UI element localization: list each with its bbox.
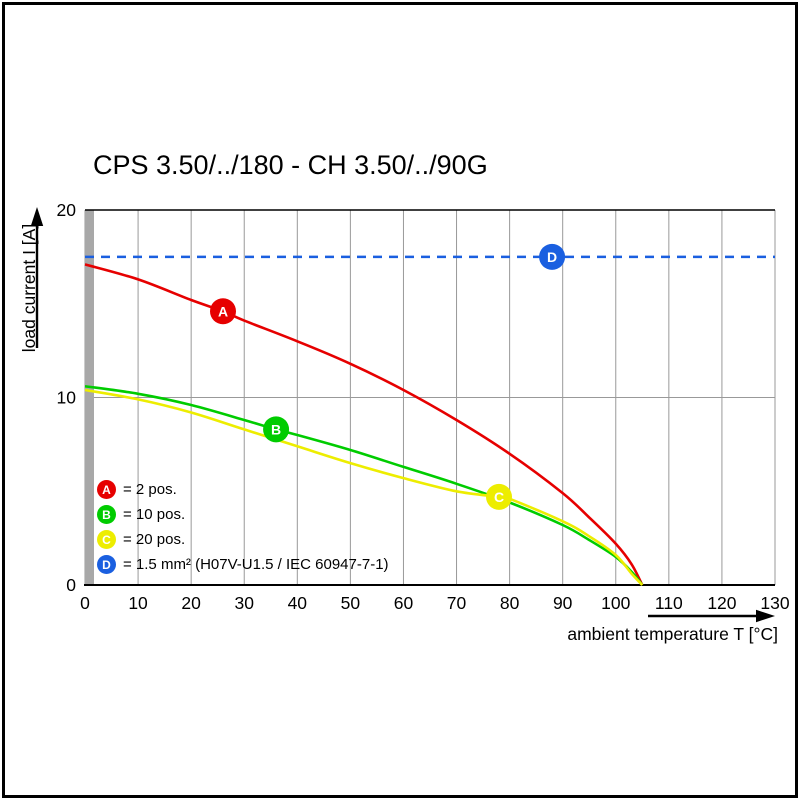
svg-text:130: 130: [760, 593, 789, 613]
series-curve-b: [84, 384, 644, 586]
series-marker-a: A: [210, 298, 236, 325]
x-axis-label: ambient temperature T [°C]: [567, 624, 778, 644]
legend-marker-b-icon: B: [97, 505, 116, 524]
svg-text:90: 90: [553, 593, 573, 613]
svg-text:C: C: [494, 489, 504, 505]
svg-text:0: 0: [66, 575, 76, 595]
series-curve-c: [84, 388, 644, 586]
svg-text:D: D: [547, 249, 557, 265]
svg-text:120: 120: [707, 593, 736, 613]
svg-text:0: 0: [80, 593, 90, 613]
chart-title: CPS 3.50/../180 - CH 3.50/../90G: [93, 150, 488, 180]
svg-text:80: 80: [500, 593, 520, 613]
svg-text:20: 20: [181, 593, 201, 613]
y-axis-arrow: [30, 207, 44, 348]
svg-text:B: B: [271, 421, 281, 437]
legend: A = 2 pos. B = 10 pos. C = 20 pos. D = 1.5 mm² …: [97, 477, 389, 577]
legend-marker-d-icon: D: [97, 555, 116, 574]
svg-text:20: 20: [57, 200, 77, 220]
svg-text:10: 10: [128, 593, 148, 613]
svg-text:30: 30: [234, 593, 254, 613]
legend-label-d: = 1.5 mm² (H07V-U1.5 / IEC 60947-7-1): [123, 556, 389, 573]
series-curve-a: [84, 263, 644, 586]
series-marker-b: B: [263, 416, 290, 443]
tick-labels: 0 10 20 30 40 50 60 70 80 90 100 110 120 130 0 10 20: [57, 200, 790, 613]
svg-text:50: 50: [341, 593, 361, 613]
svg-text:60: 60: [394, 593, 414, 613]
legend-label-c: = 20 pos.: [123, 531, 186, 548]
x-axis-arrow: [648, 609, 775, 623]
svg-text:110: 110: [655, 593, 683, 613]
y-axis-band: [85, 210, 94, 585]
legend-label-b: = 10 pos.: [123, 506, 186, 523]
series-marker-c: C: [486, 483, 512, 510]
svg-text:40: 40: [288, 593, 308, 613]
legend-label-a: = 2 pos.: [123, 481, 177, 498]
svg-text:A: A: [218, 303, 228, 319]
legend-marker-a-icon: A: [97, 480, 116, 499]
legend-item-b: B = 10 pos.: [97, 502, 389, 527]
legend-marker-c-icon: C: [97, 530, 116, 549]
legend-item-d: D = 1.5 mm² (H07V-U1.5 / IEC 60947-7-1): [97, 552, 389, 577]
legend-item-a: A = 2 pos.: [97, 477, 389, 502]
legend-item-c: C = 20 pos.: [97, 527, 389, 552]
svg-text:100: 100: [601, 593, 630, 613]
series-marker-d: D: [539, 243, 566, 270]
svg-text:70: 70: [447, 593, 467, 613]
gridlines: [84, 210, 776, 585]
svg-text:10: 10: [57, 388, 77, 408]
